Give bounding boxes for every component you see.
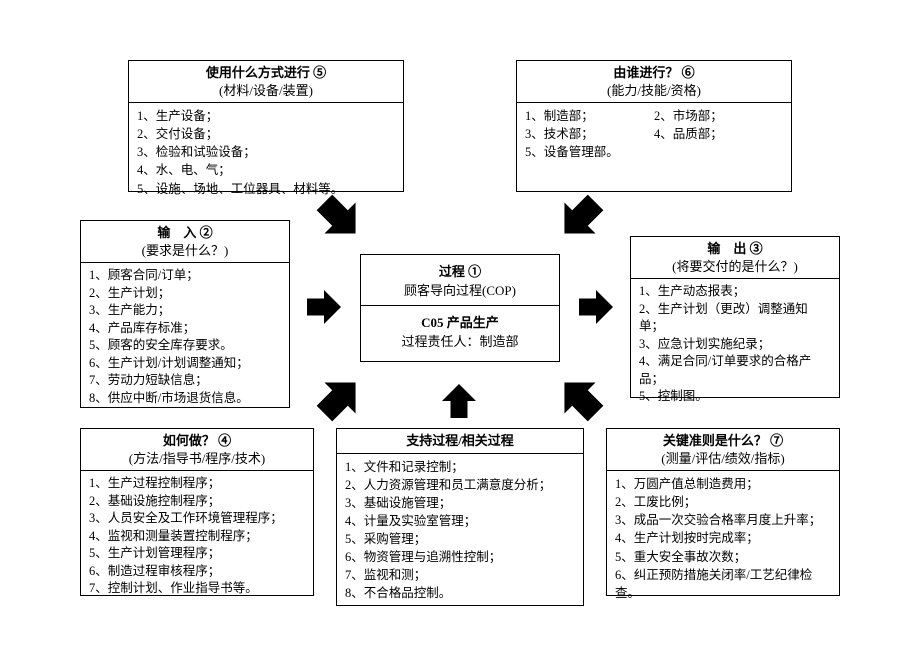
box-5-item: 4、水、电、气； (137, 161, 395, 179)
box-6-body: 1、制造部； 2、市场部； 3、技术部； 4、品质部； 5、设备管理部。 (517, 103, 791, 167)
arrow-center-to-3 (568, 290, 624, 324)
box-7-item: 2、工废比例； (615, 493, 831, 511)
box-methods-5: 使用什么方式进行 ⑤ (材料/设备/装置) 1、生产设备； 2、交付设备； 3、… (128, 60, 404, 192)
box-2-item: 6、生产计划/计划调整通知； (89, 355, 281, 373)
center-top-section: 过程 ① 顾客导向过程(COP) (361, 255, 559, 305)
box-support-item: 2、人力资源管理和员工满意度分析； (345, 476, 575, 494)
box-how-4: 如何做？ ④ (方法/指导书/程序/技术) 1、生产过程控制程序； 2、基础设施… (80, 428, 314, 596)
box-output-3: 输 出 ③ (将要交付的是什么？) 1、生产动态报表； 2、生产计划（更改）调整… (630, 236, 840, 398)
box-4-title: 如何做？ ④ (85, 432, 309, 450)
box-support-item: 6、物资管理与追溯性控制； (345, 548, 575, 566)
box-7-item: 3、成品一次交验合格率月度上升率； (615, 511, 831, 529)
box-2-title: 输 入 ② (85, 224, 285, 242)
box-4-item: 2、基础设施控制程序； (89, 493, 305, 511)
box-support: 支持过程/相关过程 1、文件和记录控制； 2、人力资源管理和员工满意度分析； 3… (336, 428, 584, 606)
center-bottom-section: C05 产品生产 过程责任人：制造部 (361, 305, 559, 356)
box-2-item: 7、劳动力短缺信息； (89, 372, 281, 390)
box-5-subtitle: (材料/设备/装置) (133, 82, 399, 100)
box-6-subtitle: (能力/技能/资格) (521, 82, 787, 100)
center-title: 过程 ① (365, 261, 555, 280)
box-3-item: 1、生产动态报表； (639, 283, 831, 301)
box-5-title: 使用什么方式进行 ⑤ (133, 64, 399, 82)
box-2-item: 1、顾客合同/订单； (89, 267, 281, 285)
box-2-item: 4、产品库存标准； (89, 320, 281, 338)
box-support-title: 支持过程/相关过程 (341, 432, 579, 450)
box-3-body: 1、生产动态报表； 2、生产计划（更改）调整通知单； 3、应急计划实施纪录； 4… (631, 279, 839, 412)
box-6-item: 2、市场部； (654, 107, 783, 125)
box-3-title: 输 出 ③ (635, 240, 835, 258)
box-support-item: 8、不合格品控制。 (345, 584, 575, 602)
box-support-item: 1、文件和记录控制； (345, 458, 575, 476)
box-2-item: 5、顾客的安全库存要求。 (89, 337, 281, 355)
turtle-diagram: 使用什么方式进行 ⑤ (材料/设备/装置) 1、生产设备； 2、交付设备； 3、… (0, 0, 920, 651)
box-process-center: 过程 ① 顾客导向过程(COP) C05 产品生产 过程责任人：制造部 (360, 254, 560, 362)
box-criteria-7: 关键准则是什么？ ⑦ (测量/评估/绩效/指标) 1、万圆产值总制造费用； 2、… (606, 428, 840, 596)
box-3-item: 5、控制图。 (639, 388, 831, 406)
arrow-2-to-center (296, 290, 352, 324)
box-4-subtitle: (方法/指导书/程序/技术) (85, 450, 309, 468)
box-2-subtitle: (要求是什么？) (85, 242, 285, 260)
center-subtitle: 顾客导向过程(COP) (365, 280, 555, 299)
arrow-5-to-center (318, 196, 362, 240)
box-5-body: 1、生产设备； 2、交付设备； 3、检验和试验设备； 4、水、电、气； 5、设施… (129, 103, 403, 204)
box-2-header: 输 入 ② (要求是什么？) (81, 221, 289, 263)
box-support-item: 4、计量及实验室管理； (345, 512, 575, 530)
box-2-body: 1、顾客合同/订单； 2、生产计划； 3、生产能力； 4、产品库存标准； 5、顾… (81, 263, 289, 413)
box-5-item: 3、检验和试验设备； (137, 143, 395, 161)
box-4-item: 6、制造过程审核程序； (89, 563, 305, 581)
box-6-item: 5、设备管理部。 (525, 143, 783, 161)
arrow-7-to-center (558, 376, 602, 420)
arrow-6-to-center (558, 196, 602, 240)
box-6-header: 由谁进行？ ⑥ (能力/技能/资格) (517, 61, 791, 103)
box-5-item: 1、生产设备； (137, 107, 395, 125)
box-7-item: 6、纠正预防措施关闭率/工艺纪律检查。 (615, 566, 831, 602)
arrow-4-to-center (318, 376, 362, 420)
box-6-item: 4、品质部； (654, 125, 783, 143)
box-2-item: 3、生产能力； (89, 302, 281, 320)
box-6-item: 1、制造部； (525, 107, 654, 125)
box-4-body: 1、生产过程控制程序； 2、基础设施控制程序； 3、人员安全及工作环境管理程序；… (81, 471, 313, 604)
arrow-support-to-center (442, 376, 476, 426)
box-3-header: 输 出 ③ (将要交付的是什么？) (631, 237, 839, 279)
box-support-item: 5、采购管理； (345, 530, 575, 548)
box-4-item: 5、生产计划管理程序； (89, 545, 305, 563)
box-7-header: 关键准则是什么？ ⑦ (测量/评估/绩效/指标) (607, 429, 839, 471)
box-3-item: 3、应急计划实施纪录； (639, 336, 831, 354)
box-7-title: 关键准则是什么？ ⑦ (611, 432, 835, 450)
box-6-item: 3、技术部； (525, 125, 654, 143)
box-5-item: 2、交付设备； (137, 125, 395, 143)
box-support-body: 1、文件和记录控制； 2、人力资源管理和员工满意度分析； 3、基础设施管理； 4… (337, 454, 583, 609)
box-7-body: 1、万圆产值总制造费用； 2、工废比例； 3、成品一次交验合格率月度上升率； 4… (607, 471, 839, 608)
box-5-item: 5、设施、场地、工位器具、材料等。 (137, 180, 395, 198)
box-4-header: 如何做？ ④ (方法/指导书/程序/技术) (81, 429, 313, 471)
box-input-2: 输 入 ② (要求是什么？) 1、顾客合同/订单； 2、生产计划； 3、生产能力… (80, 220, 290, 408)
box-7-item: 4、生产计划按时完成率； (615, 529, 831, 547)
box-support-header: 支持过程/相关过程 (337, 429, 583, 454)
box-3-item: 4、满足合同/订单要求的合格产品； (639, 353, 831, 388)
box-3-item: 2、生产计划（更改）调整通知单； (639, 301, 831, 336)
center-owner: 过程责任人：制造部 (365, 331, 555, 350)
box-2-item: 8、供应中断/市场退货信息。 (89, 390, 281, 408)
box-3-subtitle: (将要交付的是什么？) (635, 258, 835, 276)
box-who-6: 由谁进行？ ⑥ (能力/技能/资格) 1、制造部； 2、市场部； 3、技术部； … (516, 60, 792, 192)
box-support-item: 7、监视和测； (345, 566, 575, 584)
center-heading: C05 产品生产 (365, 312, 555, 331)
box-support-item: 3、基础设施管理； (345, 494, 575, 512)
box-6-title: 由谁进行？ ⑥ (521, 64, 787, 82)
box-4-item: 7、控制计划、作业指导书等。 (89, 580, 305, 598)
box-7-subtitle: (测量/评估/绩效/指标) (611, 450, 835, 468)
box-7-item: 1、万圆产值总制造费用； (615, 475, 831, 493)
box-4-item: 1、生产过程控制程序； (89, 475, 305, 493)
box-4-item: 4、监视和测量装置控制程序； (89, 528, 305, 546)
box-7-item: 5、重大安全事故次数； (615, 548, 831, 566)
box-5-header: 使用什么方式进行 ⑤ (材料/设备/装置) (129, 61, 403, 103)
box-2-item: 2、生产计划； (89, 285, 281, 303)
box-4-item: 3、人员安全及工作环境管理程序； (89, 510, 305, 528)
